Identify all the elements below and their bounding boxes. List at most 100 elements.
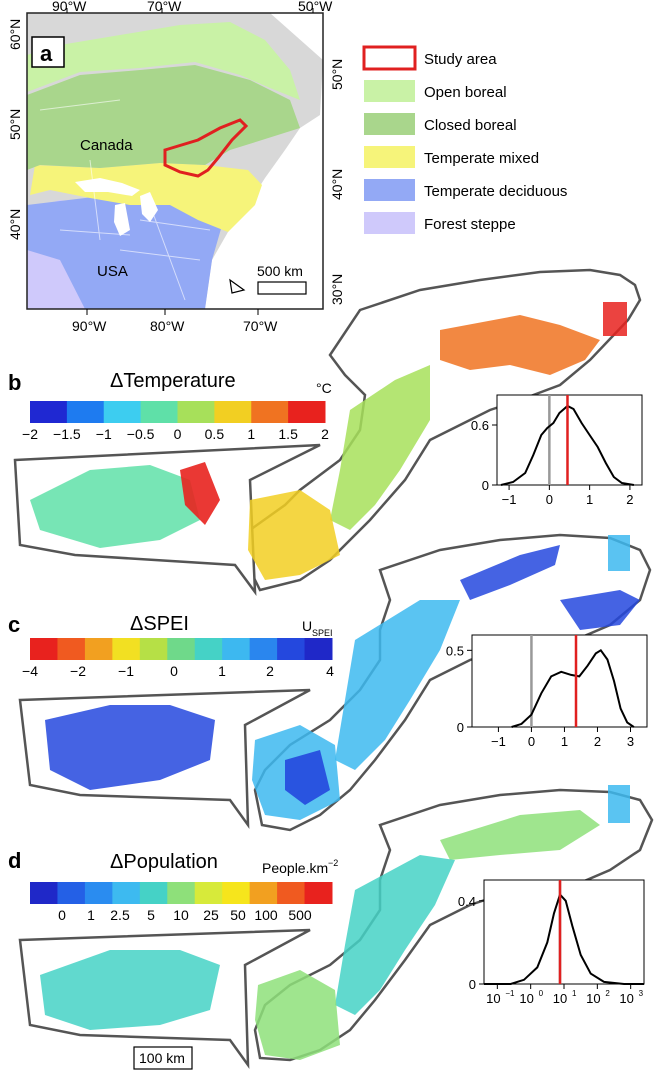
colorbar-cell: [277, 882, 306, 904]
map-frame: [26, 12, 324, 310]
province-lines: [39, 99, 211, 301]
panel-c-density-plot: −1 0 1 2 3 0 0.5: [446, 634, 648, 749]
panel-d-data-island: [608, 785, 630, 823]
colorbar-tick-label: 2: [266, 663, 274, 679]
panel-d-data-south: [255, 970, 340, 1060]
panel-b-data-island: [603, 302, 627, 336]
temperate-deciduous-zone: [27, 190, 225, 309]
panel-d-unit: People.km: [262, 860, 328, 876]
colorbar-cell: [139, 882, 168, 904]
colorbar-cell: [288, 401, 326, 423]
panel-d-title: ΔPopulation: [110, 851, 218, 873]
panel-a: a Canada USA 500 km 90°W 70°W 50°W 90°W 80°W…: [7, 0, 567, 334]
panel-b: b ΔTemperature °C −2 −1.5 −1 −0.5 0 0.5 1 1.5 2 …: [8, 268, 643, 597]
colorbar-cell: [30, 638, 58, 660]
map-scale-bar: [257, 281, 307, 295]
ecozone-map: [27, 13, 323, 309]
colorbar-tick-label: 4: [326, 663, 334, 679]
density-x-tick-exponent: 1: [572, 989, 577, 998]
colorbar-cell: [30, 401, 68, 423]
colorbar-cell: [214, 401, 252, 423]
bottom-tick-label: 70°W: [243, 318, 278, 334]
panel-c-data-core: [285, 750, 330, 805]
panel-d-scale-box: [133, 1046, 193, 1070]
panel-c-region-map: [18, 533, 652, 832]
density-x-tick-label: 10: [519, 991, 533, 1006]
map-scale-label: 500 km: [257, 263, 303, 279]
bottom-tick-label: 90°W: [72, 318, 107, 334]
colorbar-tick-label: 1.5: [278, 426, 298, 442]
density-frame: [483, 879, 645, 985]
colorbar-cell: [249, 638, 278, 660]
colorbar-tick-label: 1: [87, 907, 95, 923]
right-tick-label: 50°N: [329, 59, 345, 90]
top-tick-label: 90°W: [52, 0, 87, 14]
colorbar-tick-label: −1.5: [53, 426, 81, 442]
panel-a-legend: Study area Open boreal Closed boreal Temper…: [362, 45, 567, 234]
panel-c-data-east: [560, 590, 640, 630]
colorbar-tick-label: 2: [321, 426, 329, 442]
density-x-tick-label: 0: [528, 734, 535, 749]
panel-d-density-plot: 10 −1 10 0 10 1 10 2 10 3 0 0.4: [458, 879, 645, 1006]
panel-d-scale-label: 100 km: [139, 1050, 185, 1066]
density-y-tick-label: 0: [469, 977, 476, 992]
colorbar-tick-label: 500: [288, 907, 312, 923]
colorbar-tick-label: 0: [58, 907, 66, 923]
colorbar-tick-label: 10: [173, 907, 189, 923]
colorbar-cell: [251, 401, 289, 423]
panel-b-data-south: [248, 490, 340, 580]
panel-d: d ΔPopulation People.km −2 0 1 2.5 5 10 25 50 1…: [8, 785, 654, 1070]
colorbar-tick-label: −2: [70, 663, 86, 679]
density-x-tick-label: −1: [491, 734, 506, 749]
legend-label: Forest steppe: [424, 216, 516, 233]
colorbar-tick-label: −0.5: [127, 426, 155, 442]
panel-b-unit: °C: [316, 380, 332, 396]
colorbar-tick-label: 1: [218, 663, 226, 679]
panel-c-title: ΔSPEI: [130, 613, 189, 635]
colorbar-cell: [277, 638, 306, 660]
panel-a-label-box: [31, 36, 65, 68]
density-x-tick-label: 10: [586, 991, 600, 1006]
left-tick-label: 50°N: [7, 109, 23, 140]
density-x-tick-label: 1: [561, 734, 568, 749]
panel-d-label: d: [8, 848, 21, 873]
colorbar-cell: [249, 882, 278, 904]
colorbar-tick-label: 100: [254, 907, 278, 923]
bottom-tick-label: 80°W: [150, 318, 185, 334]
left-tick-label: 40°N: [7, 209, 23, 240]
legend-label: Temperate deciduous: [424, 183, 567, 200]
colorbar-cell: [304, 638, 333, 660]
colorbar-cell: [139, 638, 168, 660]
legend-label: Study area: [424, 51, 497, 68]
panel-b-density-plot: −1 0 1 2 0 0.6: [471, 394, 643, 507]
density-x-tick-label: −1: [502, 492, 517, 507]
legend-swatch: [364, 80, 415, 102]
density-y-tick-label: 0: [457, 720, 464, 735]
colorbar-cell: [222, 882, 251, 904]
colorbar-tick-label: 1: [247, 426, 255, 442]
panel-b-label: b: [8, 370, 21, 395]
colorbar-cell: [304, 882, 333, 904]
panel-c-data-mid: [335, 600, 460, 770]
panel-b-region-map: [13, 268, 642, 597]
panel-b-data-west: [30, 465, 200, 548]
panel-c-data-island: [608, 535, 630, 571]
density-x-tick-exponent: −1: [505, 989, 515, 998]
density-x-tick-exponent: 0: [539, 989, 544, 998]
colorbar-cell: [103, 401, 142, 423]
panel-c-unit-subscript: SPEI: [312, 628, 333, 638]
density-curve: [511, 648, 635, 728]
colorbar-tick-label: 0.5: [205, 426, 225, 442]
panel-b-colorbar: −2 −1.5 −1 −0.5 0 0.5 1 1.5 2: [22, 401, 329, 442]
colorbar-tick-label: 25: [203, 907, 219, 923]
panel-c-colorbar: −4 −2 −1 0 1 2 4: [22, 638, 334, 679]
density-x-tick-label: 10: [553, 991, 567, 1006]
ocean: [205, 13, 323, 309]
panel-a-axis-ticks: 90°W 70°W 50°W 90°W 80°W 70°W 60°N 50°N 40°N 50°N…: [7, 0, 345, 334]
density-y-tick-label: 0: [482, 478, 489, 493]
density-frame: [496, 394, 643, 486]
density-curve: [484, 892, 644, 985]
legend-swatch-study-area: [362, 45, 417, 71]
colorbar-tick-label: 0: [174, 426, 182, 442]
usa-label: USA: [97, 263, 128, 280]
